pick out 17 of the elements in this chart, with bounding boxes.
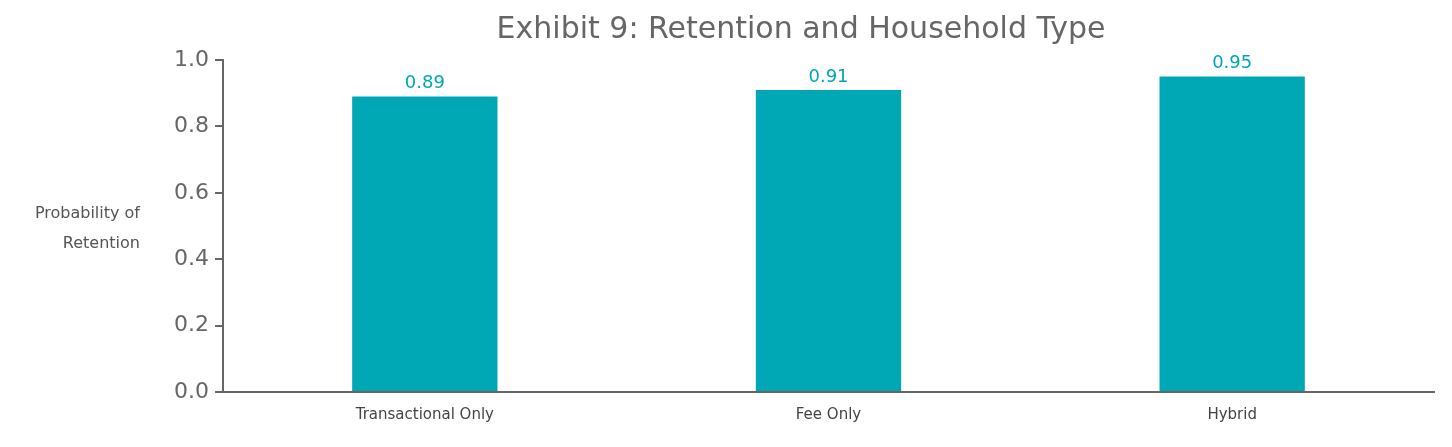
x-tick-label: Hybrid [1207,404,1257,423]
y-tick-label: 1.0 [173,45,209,71]
bar [352,96,498,391]
x-tick-label: Fee Only [795,404,862,423]
y-tick-label: 0.8 [173,112,209,138]
bar [1159,76,1305,391]
y-tick-label: 0.0 [173,377,209,403]
y-tick-label: 0.2 [173,311,209,337]
chart-title: Exhibit 9: Retention and Household Type [496,9,1106,45]
y-tick-label: 0.6 [173,178,209,204]
y-axis-title: Probability of Retention [33,202,140,254]
data-label: 0.91 [808,64,849,86]
x-tick-label: Transactional Only [354,404,495,423]
data-label: 0.95 [1212,51,1253,73]
data-label: 0.89 [404,71,445,93]
bar [755,89,902,391]
y-tick-label: 0.4 [173,244,209,270]
